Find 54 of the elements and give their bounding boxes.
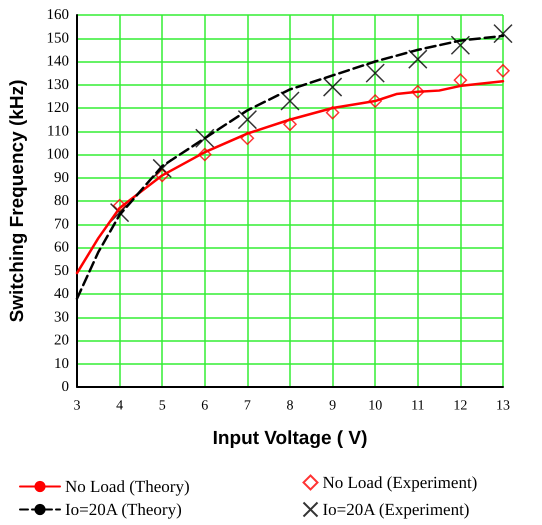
x-tick-label: 5 [158, 398, 166, 414]
x-tick-label: 4 [116, 398, 124, 414]
x-tick-label: 13 [496, 398, 510, 414]
y-tick-label: 150 [46, 30, 69, 46]
point [326, 106, 340, 120]
y-tick-label: 50 [54, 262, 69, 279]
point [408, 49, 428, 69]
y-tick-label: 90 [54, 170, 69, 186]
point [454, 73, 468, 87]
y-tick-label: 40 [54, 286, 69, 302]
x-tick-label: 10 [368, 398, 382, 414]
legend-label: Io=20A (Experiment) [322, 500, 470, 519]
point [238, 110, 258, 130]
x-tick-label: 11 [411, 398, 425, 414]
y-tick-label: 130 [46, 76, 69, 93]
legend-label: No Load (Theory) [65, 477, 190, 496]
legend-label: No Load (Experiment) [322, 473, 478, 492]
point [493, 24, 513, 44]
y-tick-label: 70 [54, 216, 69, 232]
x-tick-label: 12 [453, 398, 468, 414]
point [155, 168, 169, 182]
point [195, 128, 215, 148]
point [450, 35, 470, 55]
point [368, 94, 382, 108]
y-tick-label: 60 [54, 240, 69, 256]
point [280, 91, 300, 111]
x-tick-label: 3 [74, 398, 80, 414]
y-tick-label: 140 [46, 54, 69, 70]
point [198, 148, 212, 162]
y-tick-label: 110 [47, 123, 69, 140]
x-tick-label: 6 [201, 398, 208, 414]
y-tick-label: 10 [54, 356, 69, 372]
y-tick-label: 20 [54, 332, 69, 348]
point [110, 202, 130, 222]
point [365, 63, 385, 83]
x-axis-title: Input Voltage ( V) [212, 428, 368, 449]
x-tick-label: 8 [286, 398, 294, 414]
legend-label: Io=20A (Theory) [65, 500, 182, 519]
x-tick-label: 7 [244, 398, 251, 414]
y-axis-title: Switching Frequency (kHz) [7, 80, 28, 322]
point [283, 118, 297, 132]
point [112, 198, 126, 212]
point [152, 158, 172, 178]
point [240, 131, 254, 145]
point [496, 64, 510, 78]
y-tick-label: 30 [54, 309, 69, 326]
y-tick-label: 100 [46, 146, 69, 162]
y-tick-label: 160 [46, 7, 69, 23]
point [411, 84, 425, 98]
y-tick-label: 80 [54, 193, 69, 209]
y-tick-label: 120 [46, 100, 69, 116]
point [322, 77, 342, 97]
x-tick-label: 9 [329, 398, 336, 414]
y-tick-label: 0 [62, 379, 69, 395]
